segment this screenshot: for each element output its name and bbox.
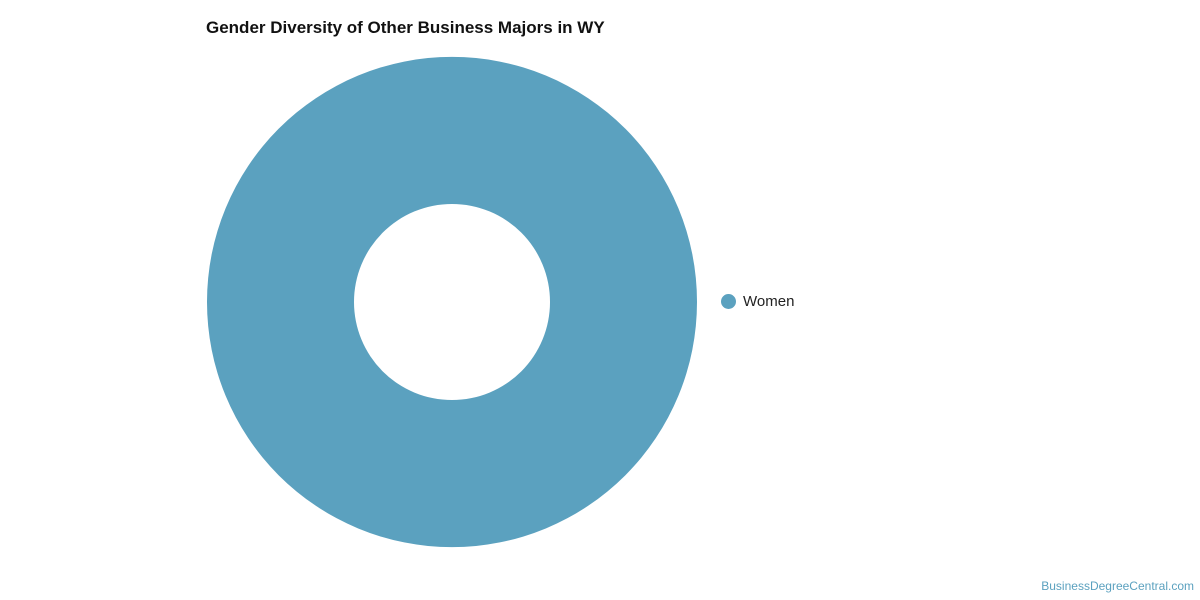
legend-label: Women	[743, 293, 795, 310]
chart-title: Gender Diversity of Other Business Major…	[206, 18, 605, 37]
legend-item-women[interactable]: Women	[721, 293, 794, 310]
watermark-credit[interactable]: BusinessDegreeCentral.com	[1041, 579, 1194, 593]
legend: Women	[721, 293, 794, 310]
legend-marker-icon	[721, 294, 736, 309]
donut-slice-women[interactable]	[206, 56, 697, 548]
